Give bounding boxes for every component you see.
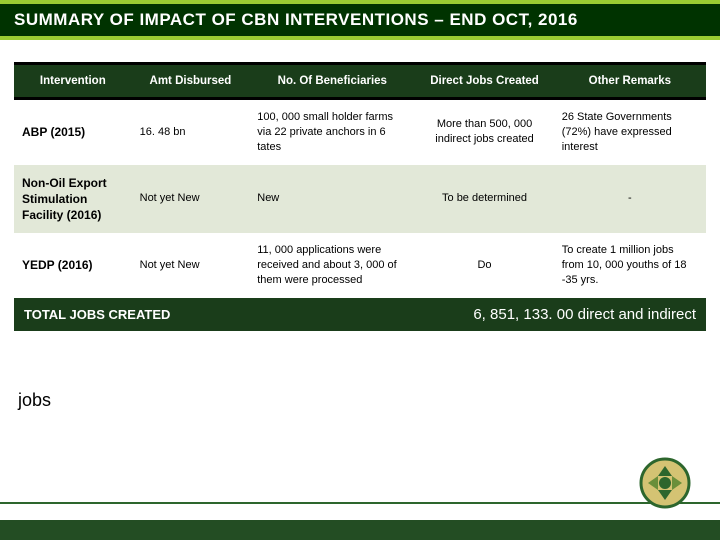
- cell-disbursed: Not yet New: [132, 233, 250, 298]
- col-intervention: Intervention: [14, 64, 132, 99]
- impact-table: Intervention Amt Disbursed No. Of Benefi…: [14, 62, 706, 331]
- cell-remarks: 26 State Governments (72%) have expresse…: [554, 99, 706, 165]
- table-row: ABP (2015) 16. 48 bn 100, 000 small hold…: [14, 99, 706, 165]
- col-disbursed: Amt Disbursed: [132, 64, 250, 99]
- cell-jobs: Do: [415, 233, 553, 298]
- col-jobs: Direct Jobs Created: [415, 64, 553, 99]
- stray-text: jobs: [18, 390, 51, 411]
- page-title: SUMMARY OF IMPACT OF CBN INTERVENTIONS –…: [14, 10, 706, 30]
- total-label: TOTAL JOBS CREATED: [14, 298, 249, 331]
- cbn-logo-icon: [638, 456, 692, 510]
- table-container: Intervention Amt Disbursed No. Of Benefi…: [0, 40, 720, 331]
- cell-beneficiaries: New: [249, 165, 415, 234]
- cell-intervention: Non-Oil Export Stimulation Facility (201…: [14, 165, 132, 234]
- cell-disbursed: 16. 48 bn: [132, 99, 250, 165]
- table-footer-row: TOTAL JOBS CREATED 6, 851, 133. 00 direc…: [14, 298, 706, 331]
- table-row: YEDP (2016) Not yet New 11, 000 applicat…: [14, 233, 706, 298]
- bottom-bar: [0, 520, 720, 540]
- divider-line: [0, 502, 720, 504]
- table-row: Non-Oil Export Stimulation Facility (201…: [14, 165, 706, 234]
- col-beneficiaries: No. Of Beneficiaries: [249, 64, 415, 99]
- title-bar: SUMMARY OF IMPACT OF CBN INTERVENTIONS –…: [0, 0, 720, 40]
- cell-intervention: YEDP (2016): [14, 233, 132, 298]
- cell-jobs: More than 500, 000 indirect jobs created: [415, 99, 553, 165]
- cell-jobs: To be determined: [415, 165, 553, 234]
- cell-disbursed: Not yet New: [132, 165, 250, 234]
- cell-intervention: ABP (2015): [14, 99, 132, 165]
- cell-beneficiaries: 100, 000 small holder farms via 22 priva…: [249, 99, 415, 165]
- cell-remarks: -: [554, 165, 706, 234]
- cell-remarks: To create 1 million jobs from 10, 000 yo…: [554, 233, 706, 298]
- total-value: 6, 851, 133. 00 direct and indirect: [249, 298, 706, 331]
- col-remarks: Other Remarks: [554, 64, 706, 99]
- table-header-row: Intervention Amt Disbursed No. Of Benefi…: [14, 64, 706, 99]
- cell-beneficiaries: 11, 000 applications were received and a…: [249, 233, 415, 298]
